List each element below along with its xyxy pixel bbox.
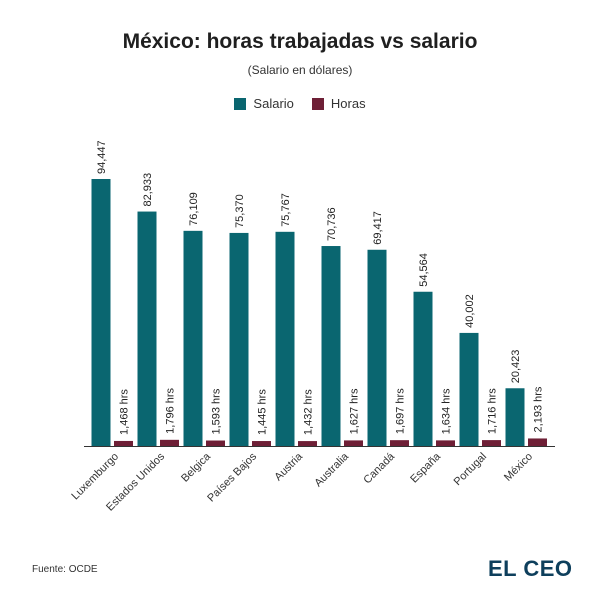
legend-label-salario: Salario [253,96,294,111]
legend-label-horas: Horas [330,96,366,111]
bar-salario-3 [229,232,249,446]
label-horas-3: 1,445 hrs [257,389,269,435]
label-salario-2: 76,109 [188,192,200,226]
bar-salario-7 [413,291,433,446]
label-salario-7: 54,564 [418,253,430,287]
label-horas-7: 1,634 hrs [441,388,453,434]
label-horas-8: 1,716 hrs [487,388,499,434]
bar-horas-9 [528,438,547,446]
bar-horas-5 [344,440,363,446]
category-label-8: Portugal [452,451,489,488]
legend-item-horas: Horas [311,96,366,111]
bar-salario-8 [459,332,479,446]
chart-subtitle: (Salario en dólares) [247,63,353,77]
label-salario-6: 69,417 [372,211,384,245]
logo-text: EL CEO [488,556,573,581]
legend-swatch-horas [311,97,324,110]
bar-horas-1 [160,439,179,446]
bar-salario-1 [137,211,157,446]
category-label-5: Australia [312,450,351,489]
bar-horas-0 [114,440,133,446]
bar-horas-8 [482,440,501,446]
label-horas-9: 2,193 hrs [533,386,545,432]
label-horas-2: 1,593 hrs [211,388,223,434]
label-horas-0: 1,468 hrs [119,389,131,435]
label-salario-1: 82,933 [142,173,154,207]
source-note: Fuente: OCDE [32,564,98,575]
brand-logo: EL CEO [488,556,573,582]
bar-horas-7 [436,440,455,446]
bar-salario-0 [91,179,111,446]
label-horas-5: 1,627 hrs [349,388,361,434]
category-label-4: Austria [272,450,305,483]
category-label-7: España [408,450,443,485]
bar-horas-6 [390,440,409,446]
label-salario-8: 40,002 [464,294,476,328]
category-label-3: Países Bajos [205,450,259,504]
label-salario-0: 94,447 [96,140,108,174]
label-salario-4: 75,767 [280,193,292,227]
label-horas-6: 1,697 hrs [395,388,407,434]
label-salario-5: 70,736 [326,207,338,241]
bar-horas-3 [252,441,271,446]
legend-swatch-salario [234,97,247,110]
bar-salario-9 [505,388,525,446]
bar-salario-5 [321,246,341,446]
category-label-6: Canadá [361,450,397,486]
bar-salario-4 [275,231,295,446]
bar-horas-4 [298,441,317,446]
label-horas-4: 1,432 hrs [303,389,315,435]
label-horas-1: 1,796 hrs [165,387,177,433]
category-label-9: México [502,451,535,484]
label-salario-9: 20,423 [510,350,522,384]
bar-salario-2 [183,230,203,446]
category-label-2: Belgica [179,450,214,485]
label-salario-3: 75,370 [234,194,246,228]
bar-horas-2 [206,440,225,446]
chart-title: México: horas trabajadas vs salario [122,30,478,53]
chart-legend: Salario Horas [0,96,600,111]
bar-salario-6 [367,249,387,446]
legend-item-salario: Salario [234,96,294,111]
